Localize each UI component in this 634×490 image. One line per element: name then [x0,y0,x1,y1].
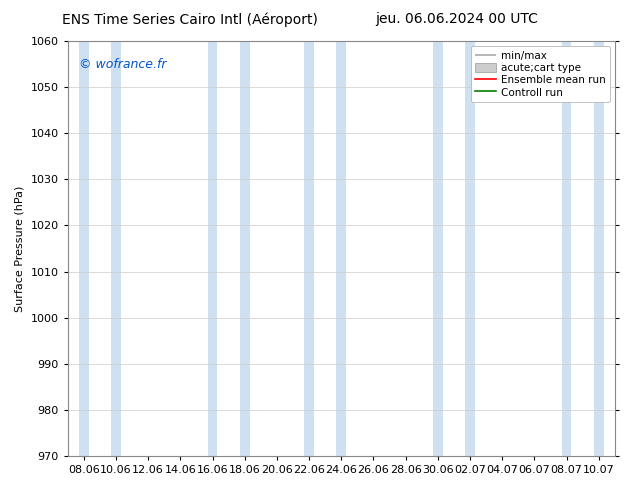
Text: jeu. 06.06.2024 00 UTC: jeu. 06.06.2024 00 UTC [375,12,538,26]
Bar [208,41,217,456]
Bar [79,41,89,456]
Bar [240,41,250,456]
Bar [562,41,571,456]
Bar [594,41,604,456]
Bar [111,41,121,456]
Text: ENS Time Series Cairo Intl (Aéroport): ENS Time Series Cairo Intl (Aéroport) [62,12,318,27]
Text: © wofrance.fr: © wofrance.fr [79,58,166,71]
Y-axis label: Surface Pressure (hPa): Surface Pressure (hPa) [15,185,25,312]
Legend: min/max, acute;cart type, Ensemble mean run, Controll run: min/max, acute;cart type, Ensemble mean … [470,46,610,102]
Bar [337,41,346,456]
Bar [304,41,314,456]
Bar [465,41,475,456]
Bar [433,41,443,456]
